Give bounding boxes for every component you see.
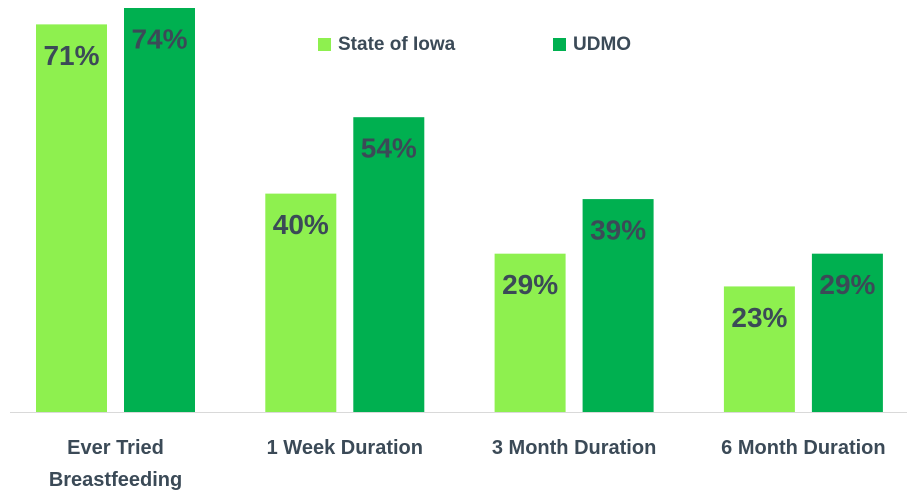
bar <box>723 286 795 412</box>
bar <box>582 199 654 412</box>
bar <box>811 253 883 412</box>
legend-swatch <box>318 38 331 51</box>
x-tick-label: Ever Tried Breastfeeding <box>48 437 183 491</box>
x-tick-label: 3 Month Duration <box>491 437 657 459</box>
data-label: 54% <box>361 133 417 164</box>
x-tick-label: 6 Month Duration <box>721 437 886 459</box>
data-label: 74% <box>131 23 187 54</box>
data-label: 29% <box>819 269 875 300</box>
bar <box>124 8 195 412</box>
bar <box>494 253 566 412</box>
data-label: 40% <box>273 209 329 240</box>
data-label: 71% <box>43 40 99 71</box>
x-tick-label: 1 Week Duration <box>266 437 423 459</box>
data-label: 29% <box>502 269 558 300</box>
data-label: 23% <box>731 302 787 333</box>
bar <box>36 24 107 412</box>
legend-label: UDMO <box>573 34 631 55</box>
data-label: 39% <box>590 214 646 245</box>
bar <box>353 117 425 413</box>
legend-label: State of Iowa <box>338 34 456 55</box>
legend-swatch <box>553 38 566 51</box>
bar <box>265 193 337 412</box>
